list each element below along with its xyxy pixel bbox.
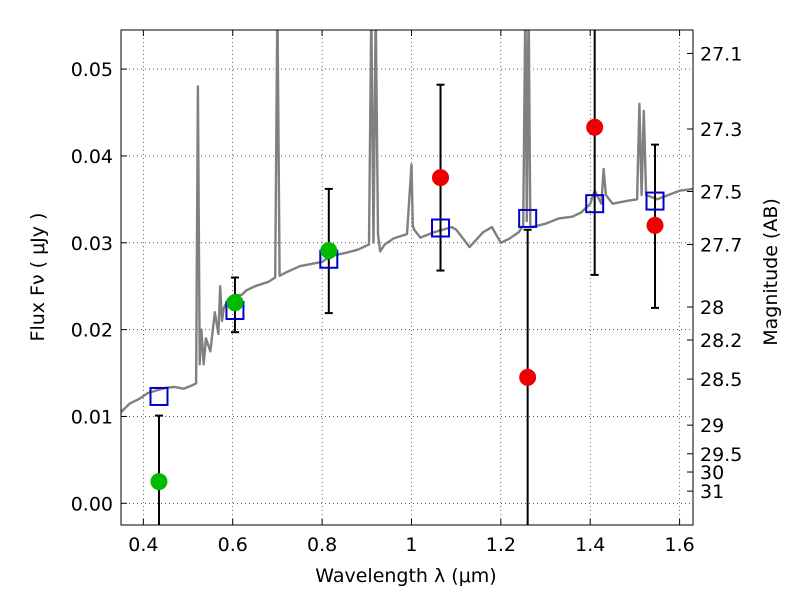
x-tick-label: 0.4: [128, 534, 158, 556]
y2-tick-label: 27.1: [700, 43, 742, 65]
y2-tick-label: 28.2: [700, 330, 742, 352]
y-tick-label: 0.03: [71, 233, 113, 255]
model-flux-box: [645, 191, 665, 211]
y-tick-label: 0.04: [71, 146, 113, 168]
model-flux-box: [585, 194, 605, 214]
model-flux-box: [431, 218, 451, 238]
x-axis-title: Wavelength λ (μm): [315, 565, 496, 587]
red-data-point: [646, 216, 664, 234]
y2-tick-label: 28.5: [700, 369, 742, 391]
y2-tick-label: 29.5: [700, 444, 742, 466]
y-tick-label: 0.02: [71, 320, 113, 342]
y2-tick-label: 27.7: [700, 235, 742, 257]
green-data-point: [150, 473, 168, 491]
model-flux-box: [149, 386, 169, 406]
plot-frame: [120, 29, 694, 526]
y-tick-label: 0.05: [71, 59, 113, 81]
grid: [121, 30, 693, 525]
red-data-point: [586, 118, 604, 136]
y2-tick-label: 27.3: [700, 119, 742, 141]
y-axis-title: Flux Fν ( μJy ): [27, 213, 49, 342]
green-data-point: [320, 242, 338, 260]
y-tick-label: 0.01: [71, 406, 113, 428]
x-tick-label: 1.2: [486, 534, 516, 556]
red-data-point: [432, 169, 450, 187]
x-tick-label: 0.8: [307, 534, 337, 556]
y2-tick-label: 30: [700, 462, 724, 484]
green-data-point: [226, 294, 244, 312]
ticks: [121, 30, 693, 525]
model-flux-box: [518, 208, 538, 228]
y2-axis-title: Magnitude (AB): [760, 198, 782, 346]
y2-tick-label: 29: [700, 415, 724, 437]
red-data-point: [519, 368, 537, 386]
x-tick-label: 1.6: [664, 534, 694, 556]
y-tick-label: 0.00: [71, 493, 113, 515]
tick-labels: 0.4 0.6 0.8 1 1.2 1.4 1.6 0.00 0.01 0.02 0.03 0.04 0…: [71, 43, 743, 556]
x-tick-label: 1.4: [575, 534, 605, 556]
x-tick-label: 1: [405, 534, 417, 556]
y2-tick-label: 31: [700, 481, 724, 503]
markers: [149, 118, 665, 491]
y2-tick-label: 27.5: [700, 182, 742, 204]
x-tick-label: 0.6: [218, 534, 248, 556]
y2-tick-label: 28: [700, 297, 724, 319]
plot-area: [121, 30, 693, 525]
